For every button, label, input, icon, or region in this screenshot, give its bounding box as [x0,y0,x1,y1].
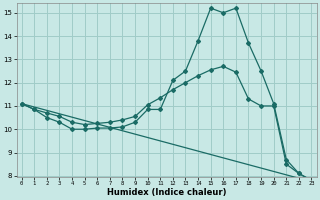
X-axis label: Humidex (Indice chaleur): Humidex (Indice chaleur) [107,188,226,197]
